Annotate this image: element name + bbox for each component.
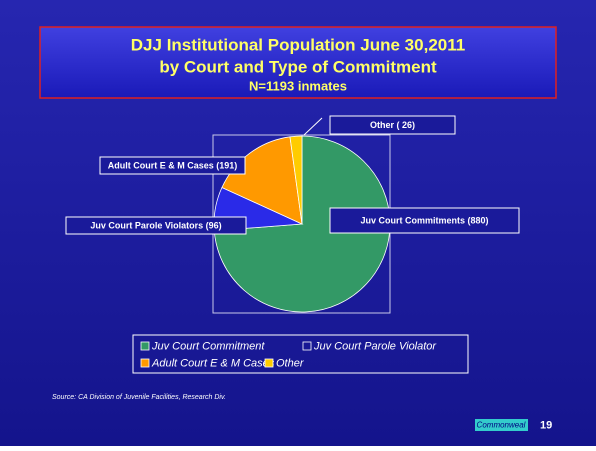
title-box	[39, 26, 557, 99]
data-label: Other ( 26)	[370, 120, 415, 130]
source: Source: CA Division of Juvenile Faciliti…	[52, 394, 226, 401]
legend-swatch	[264, 358, 274, 368]
legend-swatch	[140, 341, 150, 351]
leader-line	[303, 117, 323, 136]
pie-slice	[221, 136, 303, 225]
callout-box	[329, 207, 520, 234]
callout-box	[65, 216, 247, 235]
pie-slice	[289, 135, 303, 225]
legend-label: Adult Court E & M Cases	[151, 357, 275, 369]
callout-box	[329, 115, 456, 135]
data-label: Adult Court E & M Cases (191)	[108, 160, 238, 170]
legend-label: Juv Court Commitment	[151, 340, 265, 352]
footer-box	[475, 419, 528, 431]
chart-subtitle: by Court and Type of Commitment	[159, 57, 437, 76]
legend-label: Juv Court Parole Violator	[313, 340, 437, 352]
legend-swatch	[302, 341, 312, 351]
chart-note: N=1193 inmates	[249, 78, 347, 93]
data-label: Juv Court Commitments (880)	[360, 215, 488, 225]
page-number: 19	[540, 419, 552, 431]
data-label: Juv Court Parole Violators (96)	[90, 220, 221, 230]
legend-swatch	[140, 358, 150, 368]
chart-title: DJJ Institutional Population June 30,201…	[131, 35, 465, 54]
footer: Commonweal	[477, 421, 526, 430]
legend-label: Other	[276, 357, 305, 369]
callout-box	[99, 156, 246, 175]
legend-box	[132, 334, 469, 374]
